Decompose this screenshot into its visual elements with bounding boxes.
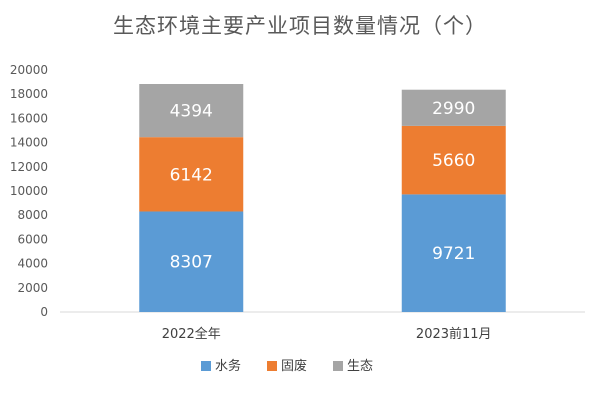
legend-label: 水务 — [215, 358, 241, 374]
y-tick-label: 6000 — [17, 232, 48, 246]
y-tick-label: 8000 — [17, 208, 48, 222]
y-tick-label: 10000 — [10, 184, 48, 198]
data-label: 9721 — [432, 244, 475, 264]
category-label: 2023前11月 — [416, 326, 492, 342]
y-tick-label: 2000 — [17, 281, 48, 295]
legend-label: 固废 — [281, 358, 307, 374]
data-label: 2990 — [432, 99, 475, 119]
legend-swatch — [201, 361, 211, 371]
y-tick-label: 18000 — [10, 87, 48, 101]
bar-segment — [139, 83, 244, 138]
bar-segment — [401, 125, 506, 195]
bar-segment — [401, 89, 506, 126]
category-label: 2022全年 — [162, 326, 221, 342]
y-tick-label: 0 — [40, 305, 48, 319]
y-tick-label: 16000 — [10, 111, 48, 125]
chart-title: 生态环境主要产业项目数量情况（个） — [113, 14, 487, 38]
legend-swatch — [267, 361, 277, 371]
legend-swatch — [333, 361, 343, 371]
y-tick-label: 14000 — [10, 136, 48, 150]
data-label: 4394 — [170, 102, 213, 122]
data-label: 5660 — [432, 151, 475, 171]
data-label: 8307 — [170, 253, 213, 273]
y-tick-label: 4000 — [17, 257, 48, 271]
bar-segment — [139, 137, 244, 212]
data-label: 6142 — [170, 165, 213, 185]
bar-segment — [401, 194, 506, 312]
y-tick-label: 20000 — [10, 63, 48, 77]
bar-segment — [139, 211, 244, 312]
y-tick-label: 12000 — [10, 160, 48, 174]
legend-label: 生态 — [347, 359, 373, 374]
